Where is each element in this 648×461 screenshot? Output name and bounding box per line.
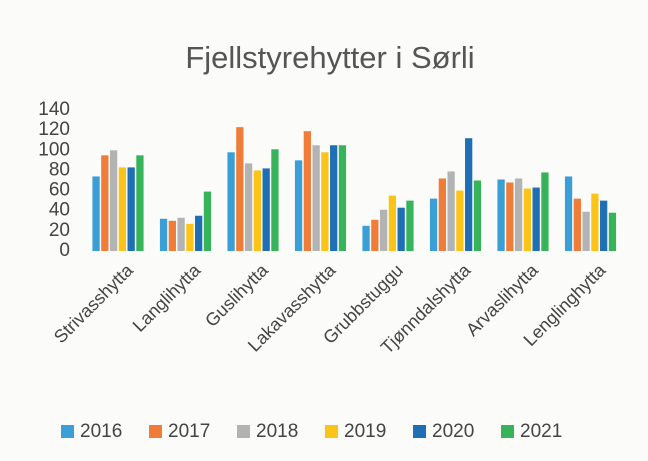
legend-label: 2021 bbox=[520, 421, 562, 442]
bar bbox=[497, 179, 505, 251]
bar bbox=[600, 200, 608, 251]
bar bbox=[514, 178, 523, 251]
bar bbox=[92, 176, 100, 251]
bar bbox=[456, 190, 464, 251]
bar bbox=[573, 198, 581, 251]
y-tick-label: 60 bbox=[49, 180, 70, 201]
bar bbox=[582, 211, 590, 251]
legend-label: 2020 bbox=[432, 421, 474, 442]
bar bbox=[438, 178, 446, 251]
bar bbox=[523, 188, 532, 251]
y-tick-label: 140 bbox=[38, 99, 70, 120]
bar bbox=[168, 220, 176, 251]
bar bbox=[406, 200, 414, 251]
bar bbox=[195, 215, 203, 251]
bar bbox=[303, 131, 311, 251]
bar bbox=[177, 217, 185, 251]
bar bbox=[118, 167, 127, 251]
bar bbox=[136, 155, 144, 251]
bar bbox=[506, 182, 514, 251]
legend-label: 2016 bbox=[80, 421, 122, 442]
bar bbox=[541, 172, 549, 251]
bar bbox=[227, 152, 235, 251]
x-tick-label: Strivasshytta bbox=[50, 259, 138, 347]
bar bbox=[379, 209, 388, 251]
bar bbox=[203, 191, 212, 251]
legend-label: 2018 bbox=[256, 421, 298, 442]
x-tick-label: Guslihytta bbox=[201, 259, 272, 330]
bar bbox=[330, 145, 338, 251]
bar bbox=[244, 163, 253, 251]
bar bbox=[101, 155, 109, 251]
bar bbox=[253, 170, 262, 251]
bar bbox=[109, 150, 118, 251]
bar bbox=[186, 223, 194, 251]
legend-swatch bbox=[413, 425, 426, 438]
y-tick-label: 20 bbox=[49, 220, 70, 241]
bar bbox=[321, 152, 329, 251]
legend-swatch bbox=[325, 425, 338, 438]
bar bbox=[127, 167, 135, 251]
bar bbox=[465, 138, 473, 251]
x-tick-label: Langlihytta bbox=[129, 259, 205, 335]
bar bbox=[447, 171, 455, 251]
bar bbox=[591, 193, 599, 251]
legend-label: 2017 bbox=[168, 421, 210, 442]
y-tick-label: 80 bbox=[49, 159, 70, 180]
bar bbox=[338, 145, 347, 251]
bar bbox=[608, 212, 617, 251]
bar bbox=[564, 176, 573, 251]
chart-title: Fjellstyrehytter i Sørli bbox=[185, 40, 474, 75]
bar bbox=[159, 218, 168, 251]
bar bbox=[532, 187, 540, 251]
bar bbox=[397, 207, 405, 251]
y-tick-label: 120 bbox=[38, 119, 70, 140]
y-tick-label: 100 bbox=[38, 139, 70, 160]
legend-swatch bbox=[61, 425, 74, 438]
bar bbox=[473, 180, 482, 251]
bar bbox=[371, 219, 379, 251]
y-tick-label: 0 bbox=[59, 240, 70, 261]
bar bbox=[236, 127, 244, 251]
bar bbox=[362, 225, 370, 251]
bar bbox=[312, 145, 320, 251]
legend-swatch bbox=[149, 425, 162, 438]
bar bbox=[429, 198, 438, 251]
legend-swatch bbox=[237, 425, 250, 438]
bar bbox=[271, 149, 279, 251]
legend-label: 2019 bbox=[344, 421, 386, 442]
legend-swatch bbox=[501, 425, 514, 438]
y-tick-label: 40 bbox=[49, 200, 70, 221]
bar bbox=[262, 168, 270, 251]
bar bbox=[388, 195, 397, 251]
bar bbox=[294, 160, 303, 251]
